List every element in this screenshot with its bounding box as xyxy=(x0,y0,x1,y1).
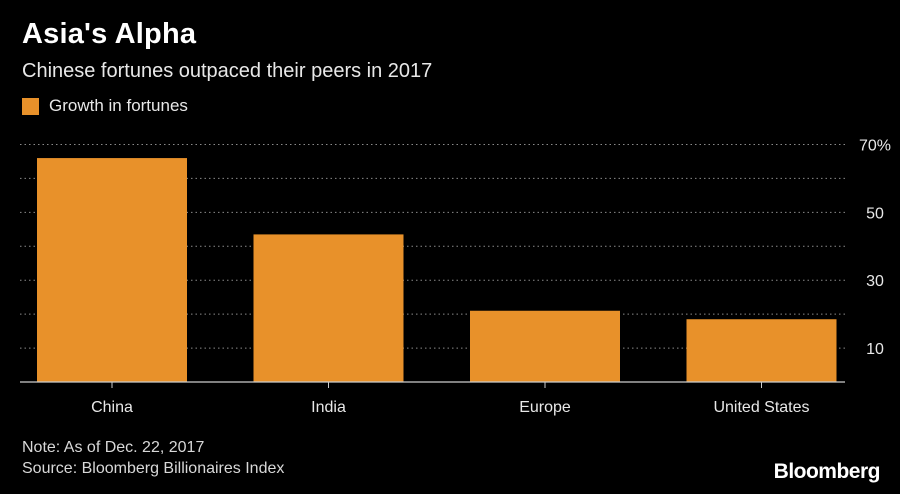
x-tick-label: United States xyxy=(713,399,809,416)
legend-label: Growth in fortunes xyxy=(49,96,188,115)
x-tick-label: India xyxy=(311,399,346,416)
chart-source: Source: Bloomberg Billionaires Index xyxy=(22,460,285,477)
bloomberg-logo: Bloomberg xyxy=(773,460,881,483)
bar-china xyxy=(37,158,187,382)
bar-india xyxy=(253,234,404,382)
x-tick-label: China xyxy=(91,399,133,416)
chart-note: Note: As of Dec. 22, 2017 xyxy=(22,439,205,456)
bar-europe xyxy=(470,310,620,382)
legend-swatch xyxy=(22,97,39,115)
y-tick-label: 70% xyxy=(859,138,891,155)
legend: Growth in fortunes xyxy=(22,96,188,116)
y-tick-label: 30 xyxy=(866,273,884,290)
chart-title: Asia's Alpha xyxy=(22,18,197,50)
y-tick-label: 10 xyxy=(866,341,884,358)
bar-united-states xyxy=(686,319,837,382)
chart-subtitle: Chinese fortunes outpaced their peers in… xyxy=(22,60,433,82)
x-tick-label: Europe xyxy=(519,399,571,416)
y-tick-label: 50 xyxy=(866,205,884,222)
